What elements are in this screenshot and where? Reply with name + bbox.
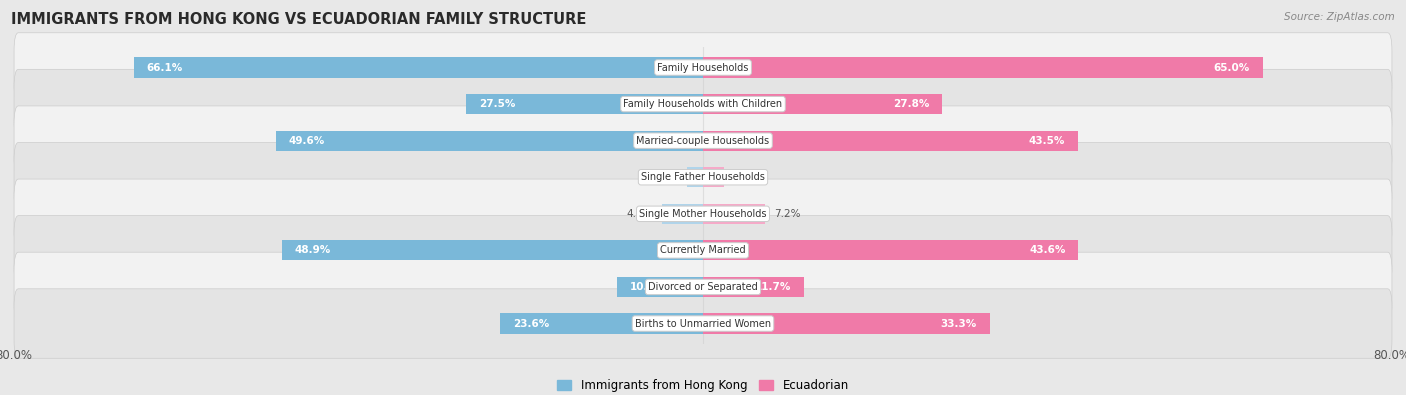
Bar	[617, 277, 703, 297]
Bar	[703, 131, 1077, 151]
Text: Family Households with Children: Family Households with Children	[623, 99, 783, 109]
Bar	[703, 277, 804, 297]
FancyBboxPatch shape	[14, 216, 1392, 285]
FancyBboxPatch shape	[14, 289, 1392, 358]
FancyBboxPatch shape	[14, 33, 1392, 102]
FancyBboxPatch shape	[14, 143, 1392, 212]
Text: 27.5%: 27.5%	[479, 99, 516, 109]
Text: Single Mother Households: Single Mother Households	[640, 209, 766, 219]
Text: Source: ZipAtlas.com: Source: ZipAtlas.com	[1284, 12, 1395, 22]
Text: 66.1%: 66.1%	[146, 62, 183, 73]
Legend: Immigrants from Hong Kong, Ecuadorian: Immigrants from Hong Kong, Ecuadorian	[553, 374, 853, 395]
Bar	[703, 314, 990, 334]
Text: Family Households: Family Households	[658, 62, 748, 73]
Bar	[688, 167, 703, 187]
Text: 33.3%: 33.3%	[941, 318, 977, 329]
Text: 1.8%: 1.8%	[652, 172, 679, 182]
Bar	[467, 94, 703, 114]
Text: 27.8%: 27.8%	[893, 99, 929, 109]
FancyBboxPatch shape	[14, 179, 1392, 248]
FancyBboxPatch shape	[14, 252, 1392, 322]
Text: Births to Unmarried Women: Births to Unmarried Women	[636, 318, 770, 329]
FancyBboxPatch shape	[14, 70, 1392, 139]
Bar	[662, 204, 703, 224]
Bar	[134, 57, 703, 77]
Bar	[703, 240, 1078, 260]
Text: 49.6%: 49.6%	[288, 135, 325, 146]
Text: 2.4%: 2.4%	[733, 172, 759, 182]
Text: 65.0%: 65.0%	[1213, 62, 1250, 73]
Bar	[703, 167, 724, 187]
Text: 23.6%: 23.6%	[513, 318, 548, 329]
FancyBboxPatch shape	[14, 106, 1392, 175]
Text: 43.5%: 43.5%	[1028, 135, 1064, 146]
Text: Divorced or Separated: Divorced or Separated	[648, 282, 758, 292]
Bar	[281, 240, 703, 260]
Text: IMMIGRANTS FROM HONG KONG VS ECUADORIAN FAMILY STRUCTURE: IMMIGRANTS FROM HONG KONG VS ECUADORIAN …	[11, 12, 586, 27]
Bar	[703, 57, 1263, 77]
Text: 48.9%: 48.9%	[295, 245, 330, 256]
Text: 4.8%: 4.8%	[627, 209, 652, 219]
Text: 7.2%: 7.2%	[773, 209, 800, 219]
Bar	[703, 204, 765, 224]
Bar	[499, 314, 703, 334]
Bar	[703, 94, 942, 114]
Text: Currently Married: Currently Married	[661, 245, 745, 256]
Text: 43.6%: 43.6%	[1029, 245, 1066, 256]
Text: Married-couple Households: Married-couple Households	[637, 135, 769, 146]
Bar	[276, 131, 703, 151]
Text: Single Father Households: Single Father Households	[641, 172, 765, 182]
Text: 10.0%: 10.0%	[630, 282, 666, 292]
Text: 11.7%: 11.7%	[755, 282, 790, 292]
